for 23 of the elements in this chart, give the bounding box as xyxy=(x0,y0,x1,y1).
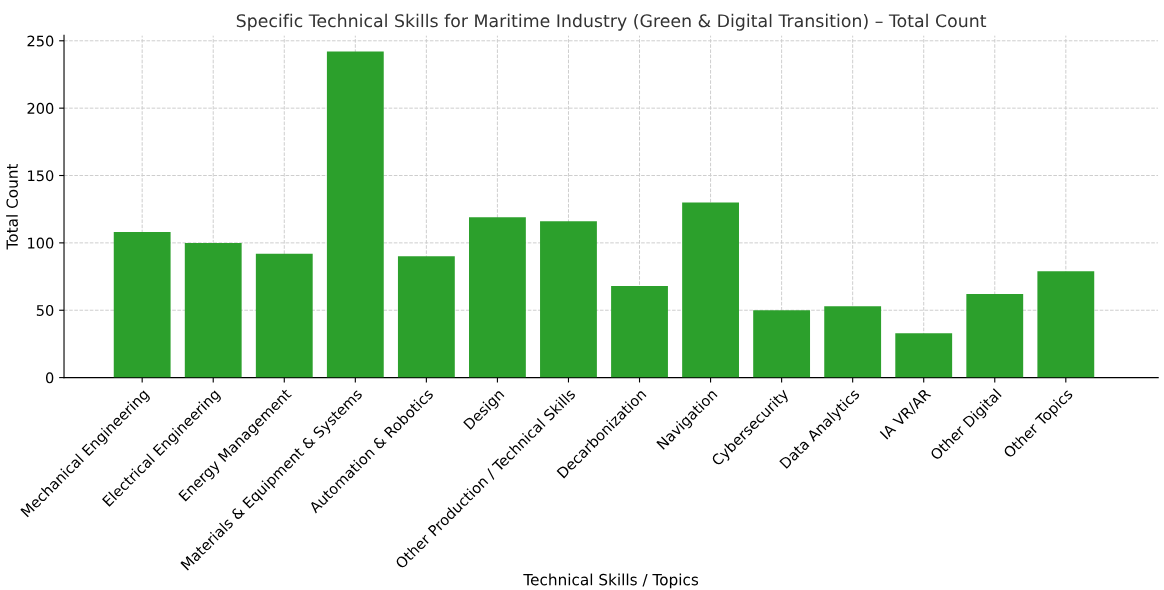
bar xyxy=(966,294,1024,378)
y-tick-label: 150 xyxy=(28,170,54,182)
bar xyxy=(113,232,171,378)
bar xyxy=(1037,271,1095,378)
bar xyxy=(255,253,313,378)
y-tick-label: 100 xyxy=(28,237,54,249)
bar xyxy=(540,221,597,378)
bar xyxy=(397,256,455,378)
bar xyxy=(184,242,242,378)
bar xyxy=(895,333,953,378)
bar xyxy=(469,217,526,378)
bar xyxy=(753,310,811,378)
bar xyxy=(611,285,668,378)
bar xyxy=(326,51,384,378)
y-tick-label: 250 xyxy=(27,35,54,47)
bar xyxy=(682,202,739,378)
y-tick-label: 50 xyxy=(36,304,54,316)
y-tick-label: 0 xyxy=(45,372,54,384)
y-tick-label: 200 xyxy=(27,102,54,114)
y-axis-title: Total Count xyxy=(6,163,18,250)
x-axis-title: Technical Skills / Topics xyxy=(523,573,699,589)
chart-title: Specific Technical Skills for Maritime Industry (Green & Digital Transition) – Total Count xyxy=(236,13,987,31)
bar xyxy=(824,306,882,378)
